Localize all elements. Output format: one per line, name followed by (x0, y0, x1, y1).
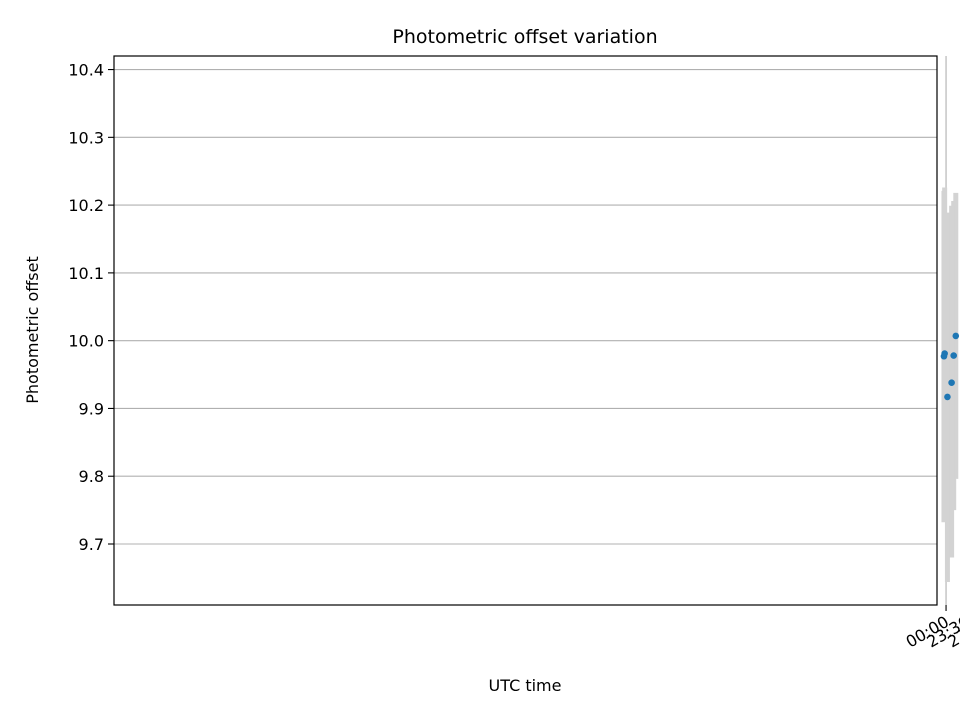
y-tick-label: 10.2 (68, 196, 104, 215)
y-tick-label: 10.0 (68, 332, 104, 351)
plot-frame (113, 55, 938, 606)
y-tick-label: 10.1 (68, 264, 104, 283)
data-point (950, 352, 957, 359)
y-tick-label: 10.4 (68, 61, 104, 80)
data-point (940, 352, 948, 360)
y-tick-label: 9.7 (79, 535, 104, 554)
grid (114, 56, 947, 605)
data-points (940, 332, 960, 401)
y-tick-label: 9.9 (79, 399, 104, 418)
chart-title: Photometric offset variation (392, 26, 657, 48)
data-point (944, 393, 951, 401)
y-tick-label: 10.3 (68, 128, 104, 147)
x-axis-label: UTC time (489, 676, 562, 695)
y-axis: 9.7 9.8 9.9 10.0 10.1 10.2 10.3 10.4 (68, 61, 114, 554)
y-axis-label: Photometric offset (23, 256, 42, 404)
data-point (948, 379, 955, 386)
data-point (952, 332, 960, 340)
y-tick-label: 9.8 (79, 467, 104, 486)
